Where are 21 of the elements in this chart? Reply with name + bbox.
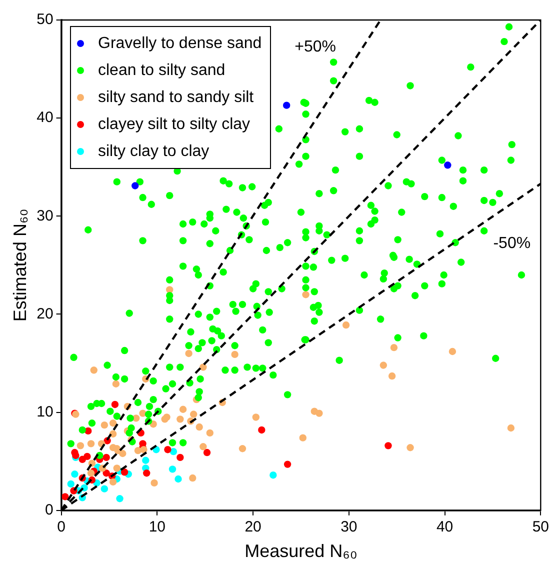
x-tick-label: 20 <box>244 518 262 536</box>
x-tick-label: 10 <box>148 518 166 536</box>
legend-label: clayey silt to silty clay <box>98 115 250 135</box>
y-tick-label: 30 <box>36 207 54 224</box>
x-tick-label: 30 <box>340 518 358 536</box>
annotation: +50% <box>294 38 336 56</box>
legend-label: silty clay to clay <box>98 142 210 162</box>
annotation: -50% <box>493 235 531 252</box>
y-tick-label: 40 <box>36 109 54 126</box>
y-tick-label: 0 <box>44 502 54 519</box>
y-tick-label: 50 <box>36 11 54 28</box>
legend-label: silty sand to sandy silt <box>98 88 254 108</box>
legend-label: clean to silty sand <box>98 61 226 81</box>
legend-label: Gravelly to dense sand <box>98 34 262 54</box>
x-tick-label: 50 <box>532 518 549 536</box>
y-axis-title: Estimated N₆₀ <box>10 208 30 322</box>
x-axis-title: Measured N₆₀ <box>244 541 358 562</box>
y-tick-label: 20 <box>36 305 54 322</box>
x-tick-label: 40 <box>436 518 454 536</box>
y-tick-label: 10 <box>36 403 54 420</box>
x-tick-label: 0 <box>57 518 66 536</box>
